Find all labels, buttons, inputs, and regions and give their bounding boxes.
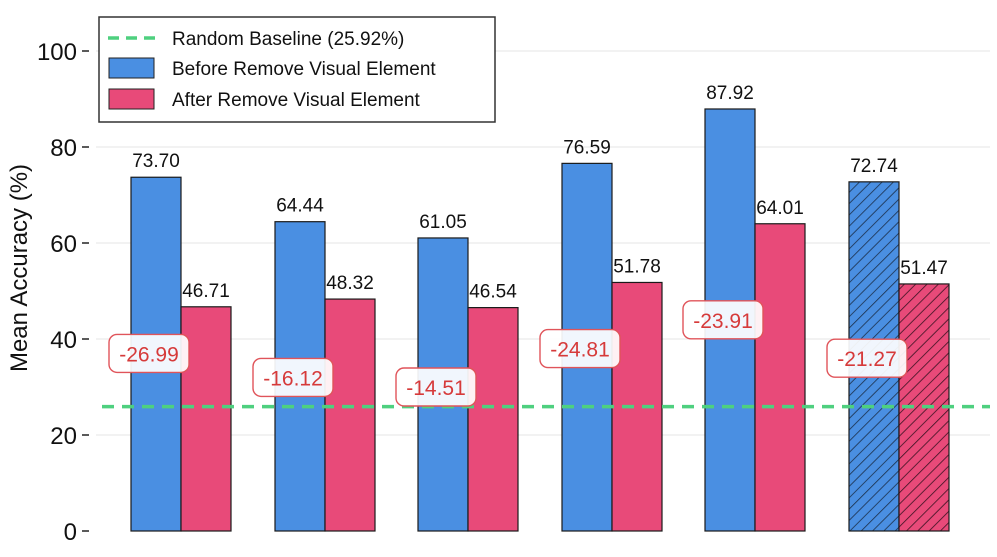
bar-label-before: 73.70	[132, 151, 180, 172]
difference-box	[108, 333, 190, 374]
bar-label-after: 46.54	[469, 282, 517, 303]
bars: 73.70 46.71 64.44 48.32 61.05 46.54 76.59 51.78…	[130, 83, 950, 532]
bar-after	[324, 298, 376, 532]
difference-box	[539, 328, 621, 369]
difference-labels: -26.99 -16.12 -14.51 -24.81 -23.91 -21.27	[108, 300, 908, 407]
bar-label-before: 76.59	[563, 137, 611, 158]
bar-label-after: 46.71	[182, 281, 230, 302]
difference-label: -24.81	[550, 339, 610, 362]
bar-label-before: 64.44	[276, 196, 324, 217]
legend-frame	[98, 16, 496, 123]
difference-box	[252, 357, 334, 398]
bar-label-after: 51.47	[900, 258, 948, 279]
difference-label: -23.91	[693, 310, 753, 333]
difference-label: -21.27	[837, 348, 897, 371]
bar-label-after: 64.01	[756, 198, 804, 219]
legend: Random Baseline (25.92%) Before Remove V…	[98, 16, 496, 123]
y-tick-label: 20	[50, 423, 77, 450]
bar-label-after: 48.32	[326, 273, 374, 294]
bar-after	[754, 223, 806, 532]
legend-before-swatch	[108, 57, 155, 79]
bar-after	[467, 307, 519, 532]
y-tick-label: 40	[50, 327, 77, 354]
difference-box	[826, 338, 908, 378]
difference-box	[395, 367, 477, 407]
bar-label-before: 72.74	[850, 156, 898, 177]
legend-label-after: After Remove Visual Element	[172, 90, 421, 111]
y-tick-label: 100	[37, 39, 77, 66]
legend-label-before: Before Remove Visual Element	[172, 59, 436, 80]
difference-label: -16.12	[263, 367, 323, 390]
y-axis-label: Mean Accuracy (%)	[6, 164, 33, 372]
bar-label-before: 61.05	[419, 212, 467, 233]
bar-after	[611, 281, 663, 532]
bar-label-before: 87.92	[706, 83, 754, 104]
legend-after-swatch	[108, 88, 155, 110]
y-tick-label: 0	[64, 519, 77, 546]
y-axis: 0 20 40 60 80 100	[37, 39, 89, 546]
y-tick-label: 60	[50, 231, 77, 258]
y-tick-label: 80	[50, 135, 77, 162]
difference-label: -26.99	[119, 343, 179, 366]
legend-label-baseline: Random Baseline (25.92%)	[172, 29, 404, 50]
bar-label-after: 51.78	[613, 256, 661, 277]
difference-box	[682, 300, 764, 340]
difference-label: -14.51	[406, 377, 466, 400]
